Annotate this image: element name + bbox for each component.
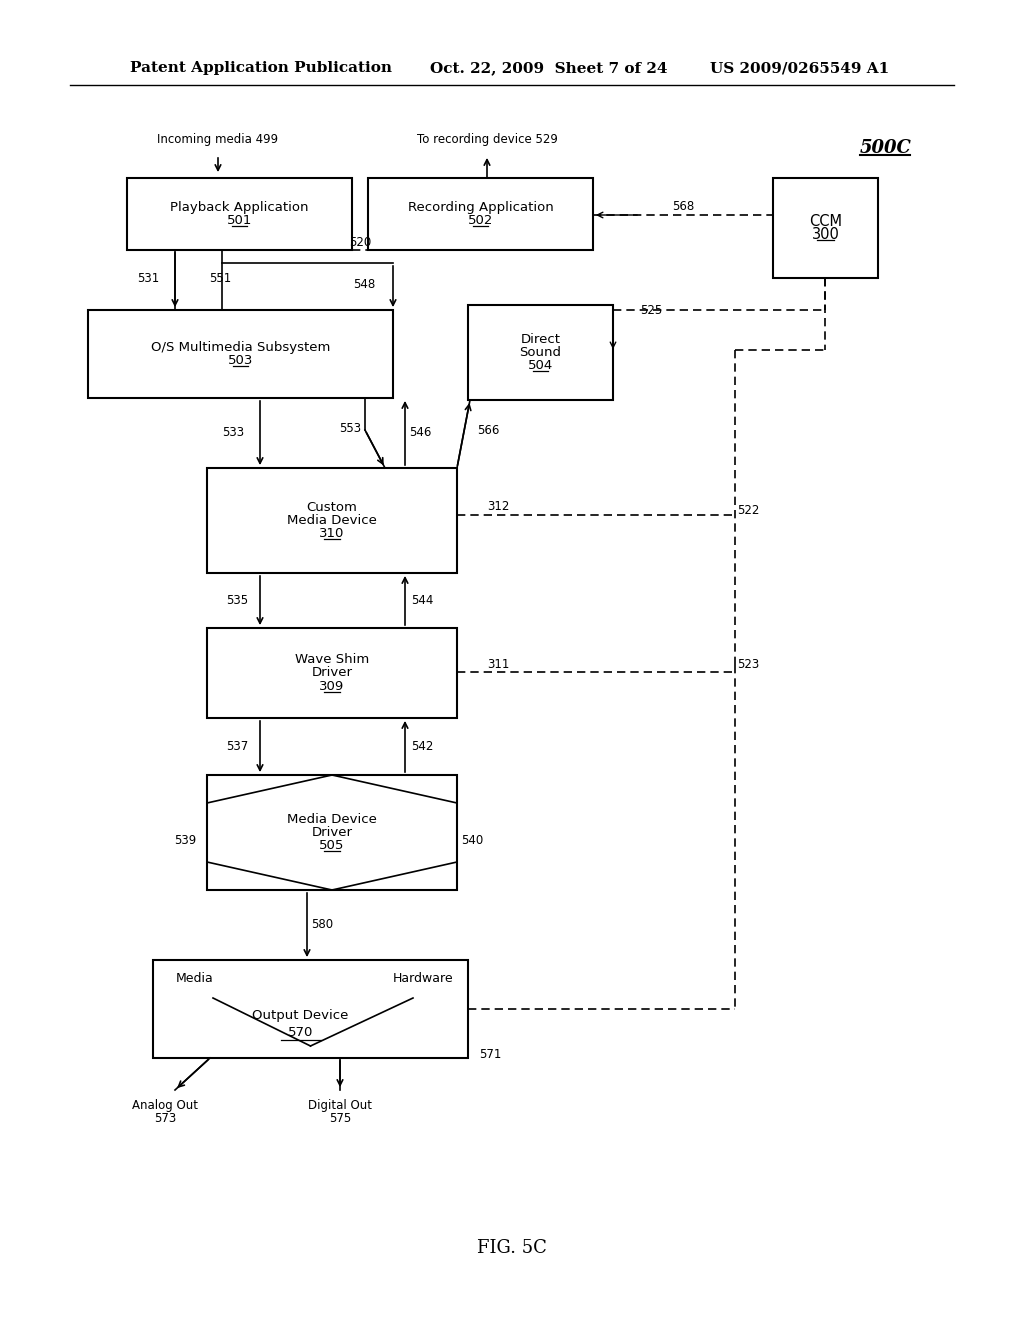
Bar	[127, 178, 352, 249]
Text: Analog Out: Analog Out	[132, 1098, 198, 1111]
Text: Wave Shim: Wave Shim	[295, 653, 369, 667]
Text: 566: 566	[477, 424, 499, 437]
Text: 312: 312	[486, 500, 509, 513]
Text: Digital Out: Digital Out	[308, 1098, 372, 1111]
Text: 580: 580	[311, 919, 333, 932]
Text: 504: 504	[528, 359, 553, 372]
Text: 535: 535	[226, 594, 248, 606]
Text: 503: 503	[227, 354, 253, 367]
Text: 502: 502	[468, 214, 494, 227]
Text: Media: Media	[176, 972, 214, 985]
Text: 300: 300	[812, 227, 840, 242]
Text: 539: 539	[174, 833, 197, 846]
Text: O/S Multimedia Subsystem: O/S Multimedia Subsystem	[151, 341, 330, 354]
Text: 542: 542	[411, 741, 433, 754]
Text: 525: 525	[640, 304, 663, 317]
Text: 544: 544	[411, 594, 433, 606]
Bar	[207, 628, 457, 718]
Text: Recording Application: Recording Application	[408, 201, 553, 214]
Text: 571: 571	[479, 1048, 501, 1061]
Text: 568: 568	[672, 201, 694, 214]
Text: 551: 551	[209, 272, 231, 285]
Text: 500C: 500C	[860, 139, 912, 157]
Text: 505: 505	[319, 840, 345, 853]
Text: Driver: Driver	[311, 826, 352, 840]
Text: 575: 575	[329, 1111, 351, 1125]
Text: Incoming media 499: Incoming media 499	[158, 133, 279, 147]
Text: 573: 573	[154, 1111, 176, 1125]
Text: Hardware: Hardware	[392, 972, 454, 985]
Text: 570: 570	[288, 1027, 313, 1040]
Text: 531: 531	[137, 272, 159, 285]
Text: 540: 540	[461, 833, 483, 846]
Text: Oct. 22, 2009  Sheet 7 of 24: Oct. 22, 2009 Sheet 7 of 24	[430, 61, 668, 75]
Text: 522: 522	[737, 503, 759, 516]
Text: To recording device 529: To recording device 529	[417, 133, 557, 147]
Text: Custom: Custom	[306, 500, 357, 513]
Text: Patent Application Publication: Patent Application Publication	[130, 61, 392, 75]
Text: Media Device: Media Device	[287, 513, 377, 527]
Text: 533: 533	[222, 426, 244, 440]
Text: 537: 537	[226, 741, 248, 754]
Text: US 2009/0265549 A1: US 2009/0265549 A1	[710, 61, 889, 75]
Bar	[88, 310, 393, 399]
Text: Driver: Driver	[311, 667, 352, 680]
Text: 310: 310	[319, 527, 345, 540]
Bar	[368, 178, 593, 249]
Bar	[773, 178, 878, 279]
Text: 523: 523	[737, 659, 759, 672]
Text: 311: 311	[486, 657, 509, 671]
Bar	[207, 775, 457, 890]
Text: Direct: Direct	[520, 333, 560, 346]
Text: 548: 548	[352, 279, 375, 292]
Bar	[468, 305, 613, 400]
Text: 501: 501	[226, 214, 252, 227]
Text: CCM: CCM	[809, 214, 842, 228]
Text: Output Device: Output Device	[252, 1008, 349, 1022]
Text: Media Device: Media Device	[287, 813, 377, 826]
Text: 546: 546	[409, 426, 431, 440]
Text: FIG. 5C: FIG. 5C	[477, 1239, 547, 1257]
Bar	[207, 469, 457, 573]
Text: Playback Application: Playback Application	[170, 201, 309, 214]
Text: 553: 553	[339, 421, 361, 434]
Text: 520: 520	[349, 236, 371, 249]
Bar	[153, 960, 468, 1059]
Text: Sound: Sound	[519, 346, 561, 359]
Text: 309: 309	[319, 680, 345, 693]
